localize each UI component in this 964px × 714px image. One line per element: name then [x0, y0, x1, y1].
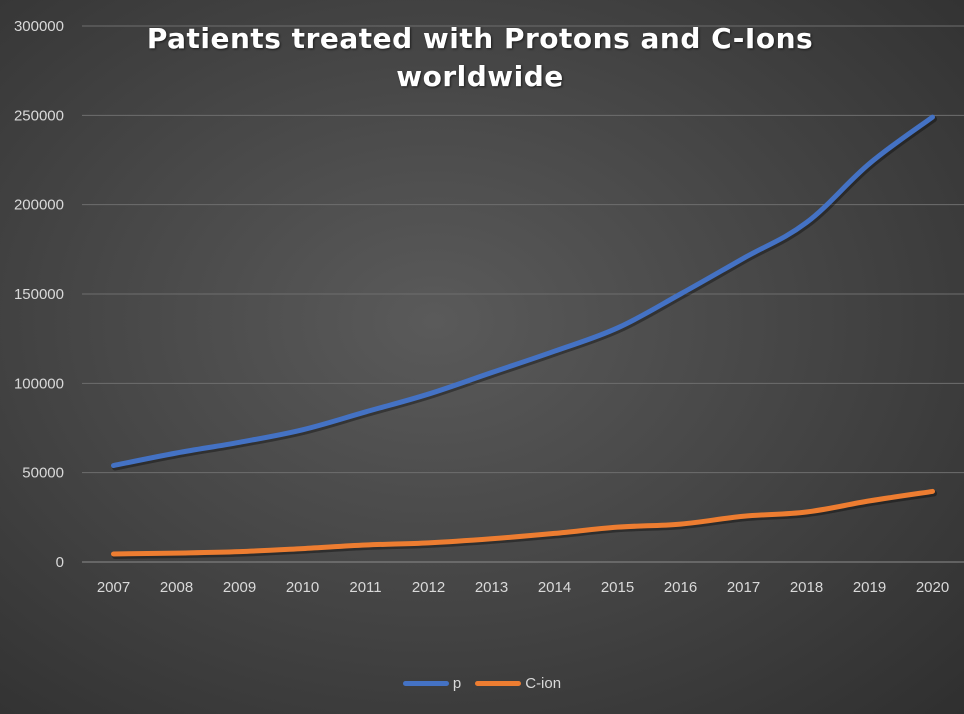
x-tick-label: 2017 — [727, 579, 760, 596]
legend-label-p: p — [452, 675, 462, 692]
legend: p C-ion — [0, 675, 964, 692]
x-tick-label: 2015 — [601, 579, 634, 596]
chart-title-line-1: Patients treated with Protons and C-Ions — [146, 22, 814, 55]
chart-title-line-2: worldwide — [396, 60, 564, 93]
x-tick-label: 2013 — [475, 579, 508, 596]
x-tick-label: 2016 — [664, 579, 697, 596]
series-line-c-ion — [111, 488, 935, 557]
x-tick-label: 2007 — [97, 579, 130, 596]
legend-item-p: p — [402, 675, 462, 692]
y-tick-label: 0 — [56, 554, 64, 571]
x-tick-label: 2020 — [916, 579, 949, 596]
y-tick-label: 50000 — [22, 465, 64, 482]
series-line-p — [111, 114, 935, 469]
x-tick-label: 2011 — [349, 579, 381, 596]
y-tick-label: 150000 — [14, 286, 64, 303]
legend-label-c-ion: C-ion — [525, 675, 562, 692]
legend-item-c-ion: C-ion — [475, 675, 561, 692]
x-tick-label: 2019 — [853, 579, 886, 596]
series-shadow-c-ion — [112, 490, 937, 559]
x-tick-label: 2009 — [223, 579, 256, 596]
x-tick-label: 2008 — [160, 579, 193, 596]
y-tick-label: 300000 — [14, 18, 64, 35]
legend-swatch-c-ion — [475, 681, 522, 686]
y-tick-label: 200000 — [14, 197, 64, 214]
y-tick-label: 250000 — [14, 107, 64, 124]
x-tick-label: 2014 — [538, 579, 571, 596]
chart-title: Patients treated with Protons and C-Ions… — [130, 20, 830, 96]
x-tick-label: 2018 — [790, 579, 823, 596]
y-tick-label: 100000 — [14, 375, 64, 392]
series-shadow-p — [112, 116, 937, 471]
x-tick-label: 2012 — [412, 579, 445, 596]
x-tick-label: 2010 — [286, 579, 319, 596]
legend-swatch-p — [402, 681, 449, 686]
